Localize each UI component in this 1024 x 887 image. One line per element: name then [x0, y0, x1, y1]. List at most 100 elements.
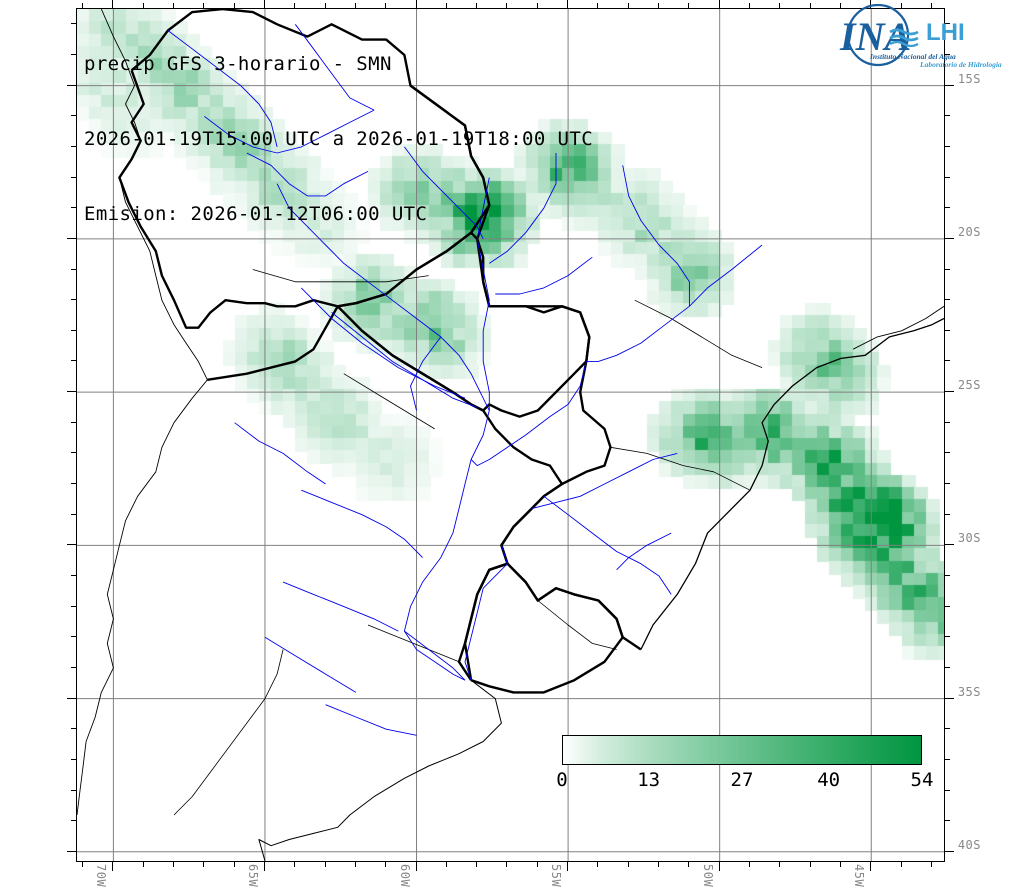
axis-tick-lat — [945, 483, 950, 485]
axis-tick-lon — [354, 862, 356, 867]
axis-tick-lon — [536, 3, 538, 8]
axis-tick-lon — [506, 3, 508, 8]
axis-tick-lon — [839, 3, 841, 8]
axis-tick-lat — [67, 850, 76, 852]
axis-tick-lon — [930, 862, 932, 867]
axis-tick-lon — [597, 3, 599, 8]
lon-tick-label-55W: 55W — [549, 864, 564, 887]
axis-tick-lat — [945, 391, 954, 393]
axis-tick-lon — [385, 3, 387, 8]
axis-tick-lon — [263, 0, 265, 8]
axis-tick-lon — [809, 3, 811, 8]
axis-tick-lat — [71, 299, 76, 301]
lon-tick-label-60W: 60W — [397, 864, 412, 887]
axis-tick-lat — [71, 207, 76, 209]
axis-tick-lon — [870, 0, 872, 8]
title-line-valid-period: 2026-01-19T15:00 UTC a 2026-01-19T18:00 … — [84, 128, 594, 150]
colorbar: 0 13 27 40 54 — [556, 735, 933, 791]
axis-tick-lat — [945, 53, 950, 55]
axis-tick-lat — [67, 544, 76, 546]
lat-tick-label-25S: 25S — [957, 378, 981, 393]
axis-tick-lat — [945, 360, 950, 362]
axis-tick-lon — [82, 3, 84, 8]
axis-tick-lat — [71, 176, 76, 178]
axis-tick-lat — [945, 605, 950, 607]
lon-tick-label-70W: 70W — [94, 864, 109, 887]
map-title-block: precip GFS 3-horario - SMN 2026-01-19T15… — [84, 2, 593, 277]
axis-tick-lat — [945, 145, 950, 147]
logo-lhi-subtitle: Laboratorio de Hidrologia — [919, 60, 1002, 69]
axis-tick-lon — [567, 862, 569, 871]
axis-tick-lat — [71, 329, 76, 331]
lat-tick-label-20S: 20S — [957, 224, 981, 239]
logo-artwork: INA LHI Instituto Nacional del Agua Labo… — [839, 3, 1002, 69]
axis-tick-lat — [945, 268, 950, 270]
axis-tick-lon — [476, 862, 478, 867]
lat-tick-label-40S: 40S — [957, 837, 981, 852]
axis-tick-lon — [748, 3, 750, 8]
axis-tick-lat — [945, 299, 950, 301]
axis-tick-lat — [71, 268, 76, 270]
axis-tick-lon — [658, 862, 660, 867]
axis-tick-lat — [71, 789, 76, 791]
axis-tick-lat — [71, 758, 76, 760]
axis-tick-lon — [354, 3, 356, 8]
axis-tick-lat — [945, 452, 950, 454]
axis-tick-lon — [142, 862, 144, 867]
lon-tick-label-50W: 50W — [700, 864, 715, 887]
lat-tick-label-15S: 15S — [957, 71, 981, 86]
axis-tick-lat — [945, 329, 950, 331]
axis-tick-lat — [945, 820, 950, 822]
axis-tick-lon — [203, 3, 205, 8]
axis-tick-lat — [945, 636, 950, 638]
axis-tick-lat — [945, 513, 950, 515]
axis-tick-lon — [173, 862, 174, 867]
axis-tick-lon — [263, 862, 265, 871]
axis-tick-lat — [71, 452, 76, 454]
axis-tick-lat — [945, 115, 950, 117]
axis-tick-lat — [67, 391, 76, 393]
title-line-variable: precip GFS 3-horario - SMN — [84, 53, 392, 75]
axis-tick-lon — [203, 862, 205, 867]
axis-tick-lon — [506, 862, 508, 867]
lat-tick-label-30S: 30S — [957, 531, 981, 546]
axis-tick-lat — [945, 23, 950, 25]
axis-tick-lat — [945, 850, 954, 852]
axis-tick-lon — [112, 0, 114, 8]
axis-tick-lon — [627, 862, 629, 867]
axis-tick-lon — [900, 862, 902, 867]
axis-tick-lat — [71, 483, 76, 485]
colorbar-gradient — [562, 735, 922, 765]
axis-tick-lon — [233, 862, 235, 867]
axis-tick-lon — [900, 3, 902, 8]
lat-tick-label-35S: 35S — [957, 684, 981, 699]
axis-tick-lon — [536, 862, 538, 867]
axis-tick-lat — [71, 666, 76, 668]
axis-tick-lon — [445, 3, 447, 8]
colorbar-label-13: 13 — [637, 769, 661, 791]
axis-tick-lat — [67, 84, 76, 86]
lon-tick-label-45W: 45W — [852, 864, 867, 887]
axis-tick-lat — [71, 115, 76, 117]
axis-tick-lat — [945, 728, 950, 730]
axis-tick-lon — [870, 862, 872, 871]
axis-tick-lon — [597, 862, 599, 867]
lon-tick-label-65W: 65W — [245, 864, 260, 887]
axis-tick-lon — [324, 862, 326, 867]
axis-tick-lon — [82, 862, 84, 867]
title-line-emission: Emision: 2026-01-12T06:00 UTC — [84, 203, 428, 225]
colorbar-label-0: 0 — [556, 769, 568, 791]
axis-tick-lon — [779, 3, 781, 8]
axis-tick-lat — [71, 605, 76, 607]
axis-tick-lon — [688, 862, 690, 867]
axis-tick-lon — [748, 862, 750, 867]
axis-tick-lon — [233, 3, 235, 8]
axis-tick-lon — [294, 862, 296, 867]
axis-tick-lon — [476, 3, 478, 8]
axis-tick-lat — [71, 728, 76, 730]
axis-tick-lon — [718, 862, 720, 871]
axis-tick-lon — [658, 3, 660, 8]
ina-lhi-logo: INA LHI Instituto Nacional del Agua Labo… — [834, 3, 1010, 70]
axis-tick-lat — [945, 789, 950, 791]
axis-tick-lon — [173, 3, 174, 8]
